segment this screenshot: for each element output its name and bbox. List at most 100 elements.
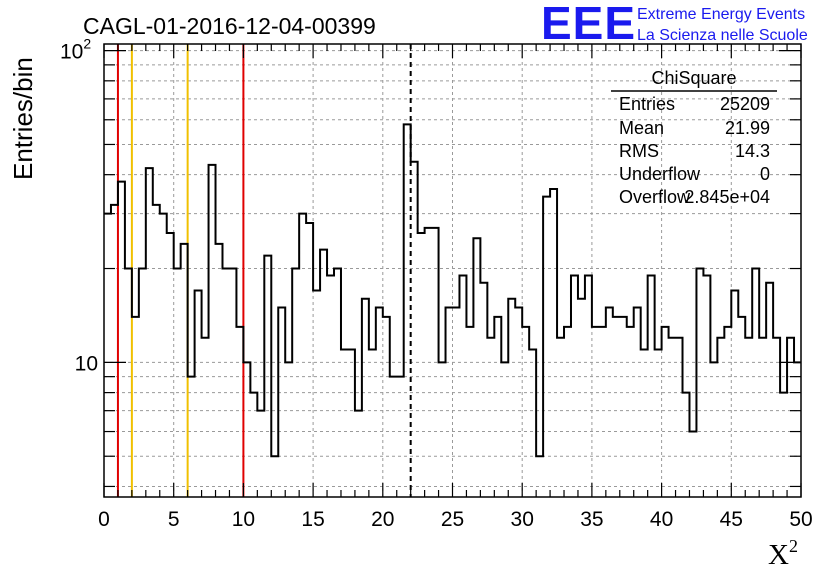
y-tick-label: 102 xyxy=(60,36,91,64)
eee-logo: EEE Extreme Energy Events La Scienza nel… xyxy=(541,0,808,49)
histogram-bin xyxy=(543,197,550,497)
histogram-bin xyxy=(648,275,655,497)
histogram-bin xyxy=(550,189,557,497)
stats-box: ChiSquare Entries 25209 Mean 21.99 RMS 1… xyxy=(611,68,777,207)
stats-value-rms: 14.3 xyxy=(735,141,770,161)
x-tick-label: 10 xyxy=(232,508,255,531)
histogram-bin xyxy=(599,327,606,497)
histogram-bin xyxy=(292,269,299,497)
histogram-bin xyxy=(766,283,773,497)
histogram-bin xyxy=(710,362,717,497)
histogram-bin xyxy=(139,269,146,497)
histogram-bin xyxy=(738,317,745,497)
stats-title: ChiSquare xyxy=(651,68,736,88)
histogram-bin xyxy=(641,349,648,497)
stats-label-overflow: Overflow xyxy=(619,187,691,207)
histogram-bin xyxy=(759,338,766,497)
logo-line-1: Extreme Energy Events xyxy=(637,6,805,23)
histogram-bin xyxy=(515,307,522,497)
histogram-bin xyxy=(780,393,787,497)
histogram-bin xyxy=(696,269,703,497)
histogram-bin xyxy=(731,291,738,497)
stats-label-mean: Mean xyxy=(619,118,664,138)
histogram-bin xyxy=(397,377,404,497)
histogram-bin xyxy=(752,269,759,497)
x-tick-label: 0 xyxy=(98,508,110,531)
histogram-bin xyxy=(348,349,355,497)
histogram-bin xyxy=(717,338,724,497)
chart-title: CAGL-01-2016-12-04-00399 xyxy=(83,13,376,39)
histogram-bin xyxy=(411,162,418,497)
histogram-bin xyxy=(466,327,473,497)
histogram-bin xyxy=(487,338,494,497)
histogram-bin xyxy=(209,165,216,497)
stats-value-mean: 21.99 xyxy=(725,118,770,138)
histogram-bin xyxy=(508,299,515,497)
logo-letters: EEE xyxy=(541,0,636,49)
histogram-bin xyxy=(118,182,125,497)
x-tick-label: 50 xyxy=(789,508,812,531)
histogram-bin xyxy=(501,362,508,497)
histogram-bin xyxy=(529,349,536,497)
histogram-bin xyxy=(613,317,620,497)
histogram-bin xyxy=(188,377,195,497)
x-tick-label: 15 xyxy=(301,508,324,531)
histogram-bin xyxy=(153,205,160,497)
histogram-bin xyxy=(181,244,188,497)
histogram-bin xyxy=(334,269,341,497)
histogram-bin xyxy=(383,317,390,497)
histogram-bin xyxy=(418,233,425,497)
histogram-bin xyxy=(473,238,480,497)
histogram-bin xyxy=(390,377,397,497)
histogram-bin xyxy=(787,338,794,497)
histogram-bin xyxy=(257,411,264,497)
histogram-bin xyxy=(320,250,327,497)
stats-value-underflow: 0 xyxy=(760,164,770,184)
histogram-bin xyxy=(111,205,118,497)
histogram-bin xyxy=(146,168,153,497)
histogram-bin xyxy=(341,349,348,497)
histogram-bin xyxy=(453,307,460,497)
x-tick-label: 40 xyxy=(650,508,673,531)
histogram-bin xyxy=(724,327,731,497)
histogram-bin xyxy=(585,275,592,497)
histogram-bin xyxy=(167,233,174,497)
y-axis-label: Entries/bin xyxy=(8,57,38,180)
histogram-bin xyxy=(773,338,780,497)
histogram-bin xyxy=(627,327,634,497)
histogram-bin xyxy=(125,269,132,497)
histogram-bin xyxy=(620,317,627,497)
histogram-series xyxy=(104,123,801,458)
histogram-bin xyxy=(236,327,243,497)
histogram-bin xyxy=(202,338,209,497)
histogram-bin xyxy=(446,307,453,497)
x-tick-label: 25 xyxy=(441,508,464,531)
histogram-bin xyxy=(425,228,432,497)
histogram-bin xyxy=(745,338,752,497)
x-axis-label: X2 xyxy=(768,536,798,571)
histogram-bin xyxy=(243,362,250,497)
stats-label-underflow: Underflow xyxy=(619,164,701,184)
histogram-bin xyxy=(571,275,578,497)
histogram-bin xyxy=(683,393,690,497)
x-axis-label-text: X xyxy=(768,539,789,571)
logo-line-2: La Scienza nelle Scuole xyxy=(637,27,808,44)
histogram-bin xyxy=(355,411,362,497)
histogram-bin xyxy=(369,349,376,497)
histogram-bin xyxy=(229,269,236,497)
histogram-bin xyxy=(299,214,306,497)
stats-label-rms: RMS xyxy=(619,141,659,161)
stats-value-overflow: 2.845e+04 xyxy=(684,187,770,207)
x-tick-label: 45 xyxy=(720,508,743,531)
x-tick-label: 30 xyxy=(511,508,534,531)
y-tick-label: 10 xyxy=(75,352,98,375)
histogram-bin xyxy=(264,256,271,497)
x-axis-label-superscript: 2 xyxy=(789,536,798,556)
histogram-bin xyxy=(459,275,466,497)
histogram-bin xyxy=(132,317,139,497)
histogram-bin xyxy=(404,124,411,497)
histogram-bin xyxy=(689,432,696,497)
histogram-bin xyxy=(606,307,613,497)
stats-value-entries: 25209 xyxy=(720,94,770,114)
